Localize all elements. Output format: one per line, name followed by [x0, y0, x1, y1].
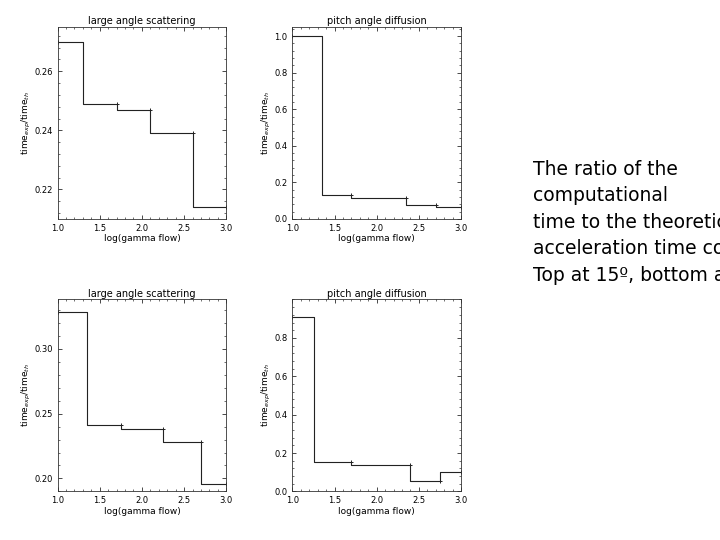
- Title: pitch angle diffusion: pitch angle diffusion: [327, 289, 427, 299]
- X-axis label: log(gamma flow): log(gamma flow): [104, 507, 180, 516]
- Y-axis label: time$_{exp}$/time$_{th}$: time$_{exp}$/time$_{th}$: [260, 91, 273, 155]
- X-axis label: log(gamma flow): log(gamma flow): [338, 507, 415, 516]
- Y-axis label: time$_{exp}$/time$_{th}$: time$_{exp}$/time$_{th}$: [19, 91, 33, 155]
- Y-axis label: time$_{exp}$/time$_{th}$: time$_{exp}$/time$_{th}$: [19, 363, 33, 427]
- X-axis label: log(gamma flow): log(gamma flow): [104, 234, 180, 243]
- Title: large angle scattering: large angle scattering: [88, 289, 196, 299]
- Text: The ratio of the
computational
time to the theoretical
acceleration time constan: The ratio of the computational time to t…: [533, 159, 720, 285]
- Title: large angle scattering: large angle scattering: [88, 16, 196, 26]
- X-axis label: log(gamma flow): log(gamma flow): [338, 234, 415, 243]
- Title: pitch angle diffusion: pitch angle diffusion: [327, 16, 427, 26]
- Y-axis label: time$_{exp}$/time$_{th}$: time$_{exp}$/time$_{th}$: [260, 363, 273, 427]
